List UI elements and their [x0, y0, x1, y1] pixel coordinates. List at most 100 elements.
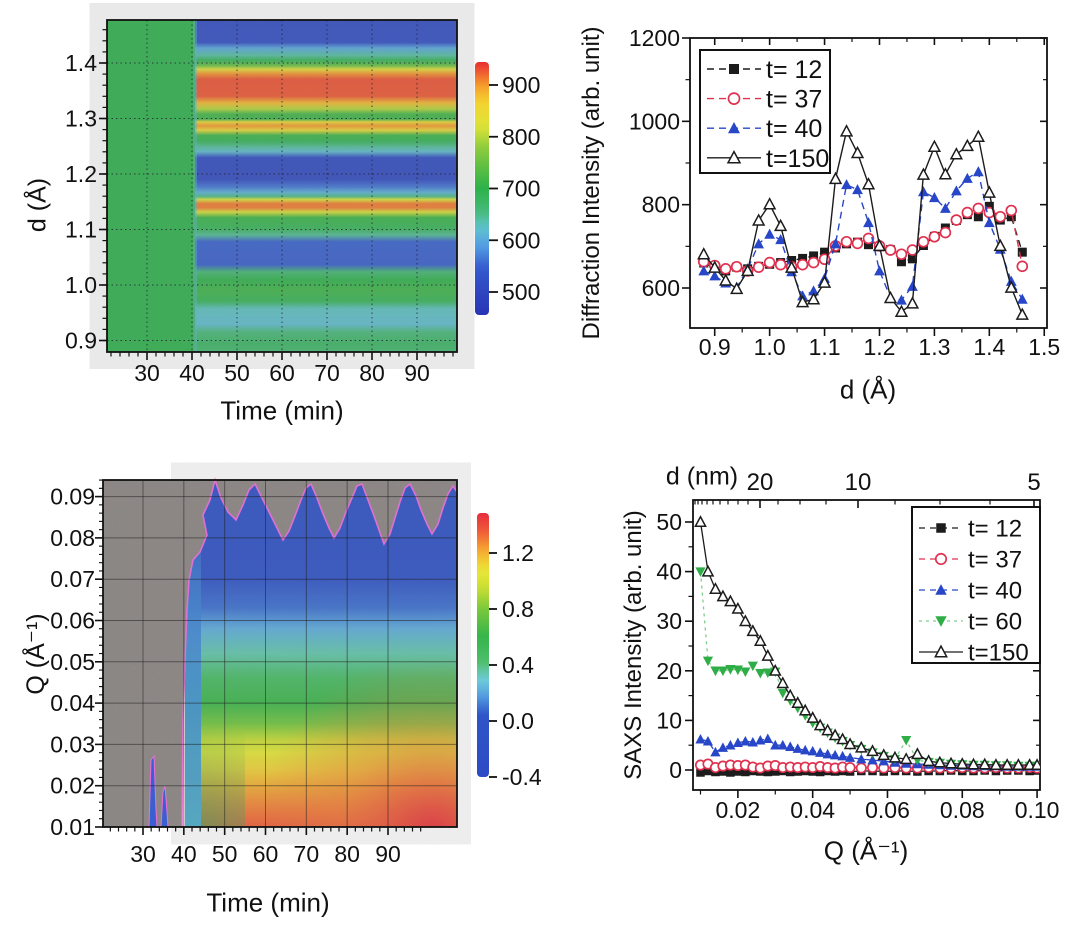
top-axis: 20 10 5 — [694, 469, 1041, 508]
data-marker — [840, 235, 853, 248]
legend-entry: t= 37 — [919, 547, 1022, 574]
colorbar-tick-label: -0.4 — [502, 764, 542, 790]
y-tick-label: 1000 — [629, 108, 680, 134]
data-marker — [753, 634, 767, 647]
top-axis-tick-label: 5 — [1027, 469, 1040, 496]
data-marker — [762, 197, 777, 210]
y-tick-label: 0.06 — [50, 608, 95, 634]
data-marker — [855, 762, 867, 774]
data-marker — [813, 718, 827, 731]
data-marker — [739, 614, 752, 627]
data-marker — [843, 737, 857, 750]
data-marker — [755, 669, 766, 679]
data-marker — [694, 515, 707, 527]
legend-marker — [726, 150, 742, 164]
data-marker — [950, 214, 963, 226]
y-tick-label: 1.2 — [65, 161, 97, 187]
data-marker — [696, 768, 705, 777]
colorbar-bar — [477, 513, 489, 777]
x-tick-label: 1.4 — [973, 334, 1005, 360]
data-marker — [820, 247, 830, 257]
data-marker — [907, 280, 918, 291]
data-marker — [1004, 280, 1018, 293]
data-marker — [807, 256, 820, 269]
data-marker — [994, 210, 1007, 223]
data-marker — [717, 742, 729, 752]
tl-x-axis-title: Time (min) — [220, 395, 344, 426]
data-marker — [770, 739, 781, 750]
data-marker — [732, 737, 743, 747]
legend-label: t=150 — [766, 145, 829, 173]
legend-label: t= 12 — [968, 516, 1022, 543]
tr-y-axis-title: Diffraction Intensity (arb. unit) — [578, 26, 605, 340]
x-tick-label: 70 — [294, 841, 320, 867]
data-marker — [854, 740, 868, 753]
data-marker — [1005, 204, 1018, 217]
x-tick-label: 1.0 — [754, 334, 786, 360]
data-marker — [730, 260, 743, 273]
data-marker — [776, 676, 790, 689]
data-marker — [911, 747, 924, 760]
x-tick-label: 90 — [375, 841, 401, 867]
legend-marker — [934, 552, 948, 566]
data-marker — [762, 733, 773, 744]
data-marker — [961, 172, 973, 183]
legend: t= 12 t= 37 t= 40 t= 60 t=150 — [911, 506, 1041, 667]
colorbar-tick-label: 0.0 — [502, 708, 534, 734]
data-marker — [809, 251, 819, 261]
data-marker — [807, 745, 818, 756]
data-marker — [896, 257, 906, 267]
br-top-axis-title: d (nm) — [665, 462, 739, 491]
data-marker — [747, 736, 758, 747]
colorbar-tick-label: 0.8 — [502, 596, 534, 622]
data-marker — [761, 649, 775, 661]
y-tick-label: 0.03 — [50, 731, 95, 757]
data-marker — [844, 752, 856, 762]
data-marker — [888, 750, 902, 763]
legend-label: t= 60 — [968, 609, 1022, 636]
data-marker — [697, 247, 711, 260]
data-marker — [741, 767, 750, 777]
data-marker — [938, 167, 953, 180]
data-marker — [828, 728, 842, 741]
legend-label: t= 37 — [968, 547, 1022, 574]
data-marker — [961, 206, 974, 219]
data-marker — [939, 202, 951, 213]
data-marker — [806, 292, 821, 305]
data-marker — [733, 767, 743, 776]
data-marker — [918, 186, 929, 197]
legend-label: t= 40 — [968, 578, 1022, 605]
data-marker — [837, 750, 848, 761]
panel-diffraction-profiles: 0.9 1.0 1.1 1.2 1.3 1.4 1.5 600 800 1000 1200 t= 12… — [629, 25, 1060, 360]
data-marker — [984, 201, 994, 211]
legend-marker — [727, 92, 741, 105]
data-marker — [695, 733, 706, 744]
legend-entry: t= 40 — [919, 578, 1022, 605]
legend-marker — [728, 122, 740, 134]
data-marker — [863, 217, 874, 228]
y-tick-label: 1.0 — [65, 272, 97, 298]
data-marker — [872, 238, 887, 252]
y-tick-label: 0.08 — [50, 525, 95, 551]
data-marker — [867, 754, 878, 765]
bl-y-axis-title: Q (Å⁻¹) — [22, 613, 50, 695]
x-tick-label: 40 — [171, 841, 197, 867]
data-marker — [830, 749, 841, 760]
y-tick-label: 1.1 — [65, 217, 97, 243]
data-marker — [1023, 758, 1036, 771]
top-axis-tick-label: 10 — [845, 469, 872, 496]
data-marker — [783, 688, 797, 701]
data-marker — [730, 281, 744, 295]
data-marker — [752, 261, 765, 273]
data-marker — [774, 258, 787, 271]
data-marker — [850, 145, 865, 159]
y-tick-label: 0.9 — [65, 328, 97, 354]
data-marker — [1012, 758, 1025, 771]
x-tick-label: 30 — [134, 360, 160, 386]
data-marker — [798, 253, 808, 263]
colorbar-tick-label: 800 — [502, 124, 540, 150]
data-marker — [777, 688, 788, 699]
data-marker — [709, 582, 722, 594]
data-marker — [732, 665, 743, 676]
tr-x-axis-title: d (Å) — [839, 374, 897, 405]
